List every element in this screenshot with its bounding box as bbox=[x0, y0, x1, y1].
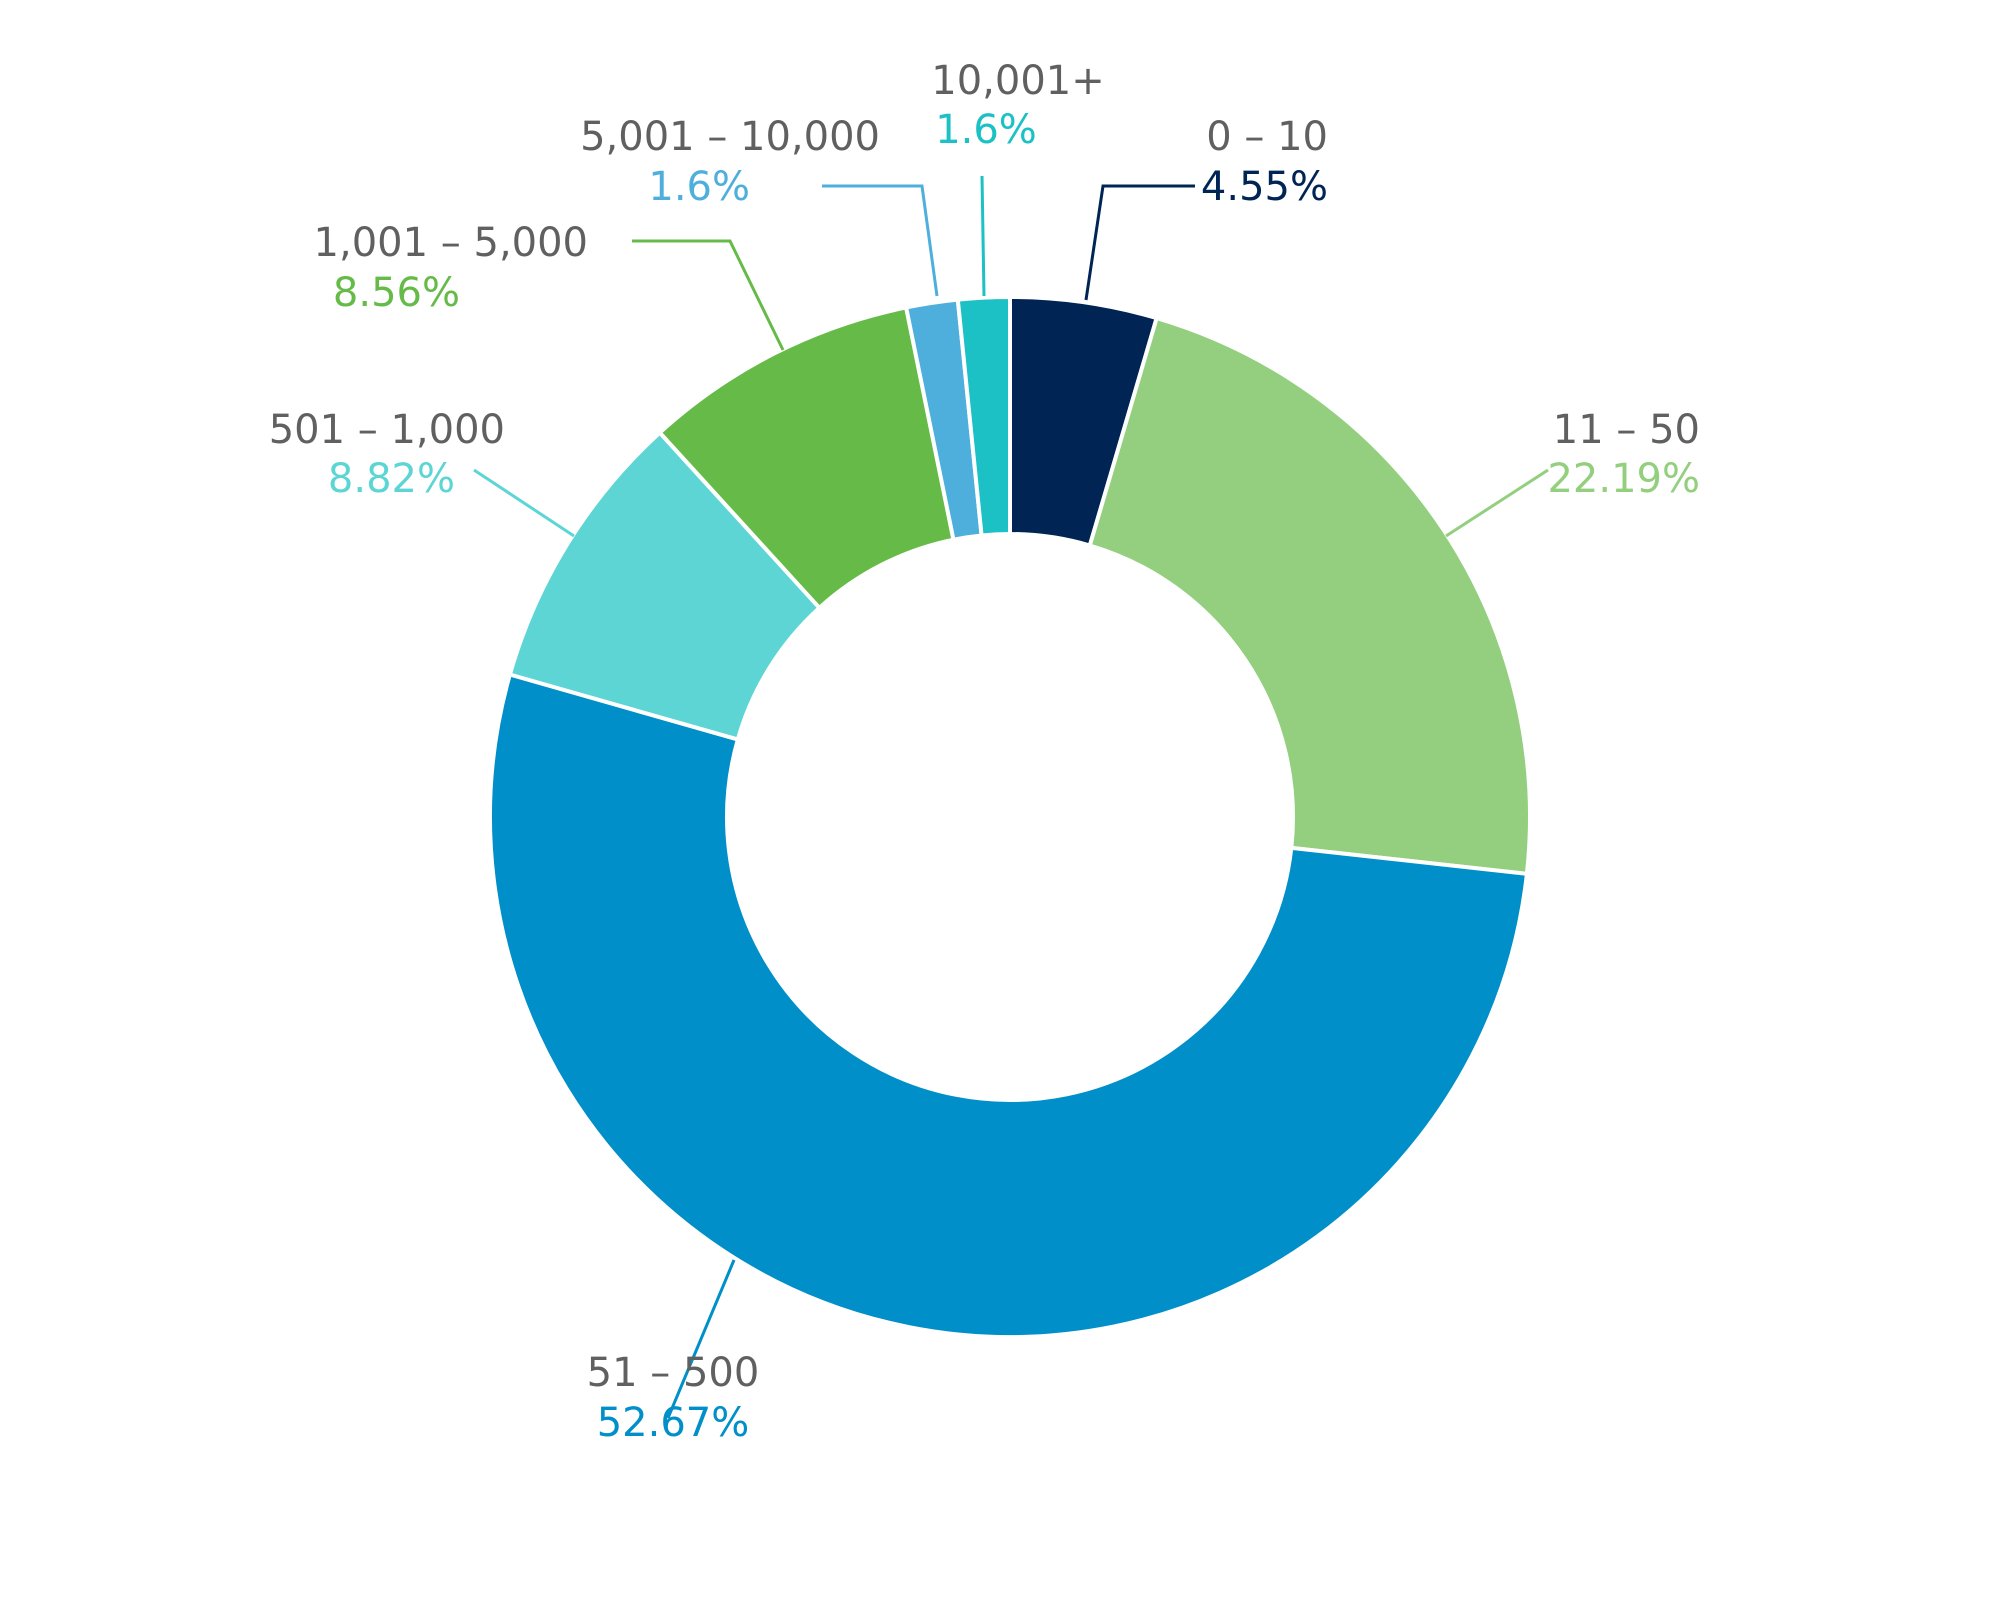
value-label-5-001-10-000: 1.6% bbox=[648, 164, 750, 210]
slice-51-500 bbox=[488, 672, 1529, 1339]
value-label-11-50: 22.19% bbox=[1547, 456, 1700, 502]
donut-slices bbox=[488, 295, 1533, 1339]
leader-line-501-1-000 bbox=[473, 468, 575, 538]
leader-line-11-50 bbox=[1445, 468, 1549, 538]
slice-10-001 bbox=[955, 295, 1012, 538]
slice-11-50 bbox=[1087, 316, 1533, 876]
category-label-11-50: 11 – 50 bbox=[1553, 407, 1700, 453]
leader-line-1-001-5-000 bbox=[632, 239, 785, 351]
value-label-10-001: 1.6% bbox=[935, 107, 1037, 153]
leader-line-5-001-10-000 bbox=[822, 184, 939, 297]
category-label-5-001-10-000: 5,001 – 10,000 bbox=[580, 114, 880, 160]
value-label-1-001-5-000: 8.56% bbox=[333, 270, 460, 316]
value-label-0-10: 4.55% bbox=[1201, 164, 1328, 210]
category-label-501-1-000: 501 – 1,000 bbox=[269, 407, 505, 453]
category-label-0-10: 0 – 10 bbox=[1206, 114, 1328, 160]
leader-line-51-500 bbox=[666, 1259, 736, 1419]
leader-line-10-001 bbox=[980, 175, 986, 297]
category-label-1-001-5-000: 1,001 – 5,000 bbox=[314, 220, 588, 266]
category-label-10-001: 10,001+ bbox=[931, 58, 1104, 104]
value-label-501-1-000: 8.82% bbox=[328, 456, 455, 502]
value-label-51-500: 52.67% bbox=[597, 1400, 750, 1446]
category-label-51-500: 51 – 500 bbox=[587, 1350, 760, 1396]
leader-lines bbox=[473, 175, 1549, 1419]
leader-line-0-10 bbox=[1084, 184, 1195, 301]
